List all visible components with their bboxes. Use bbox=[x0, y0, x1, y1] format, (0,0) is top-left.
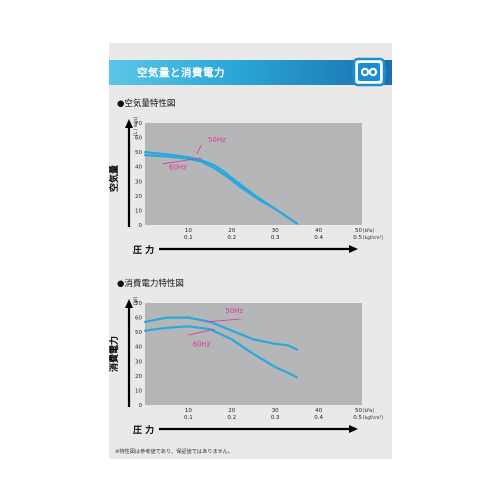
x-tick-label-kpa: 20 bbox=[228, 408, 235, 414]
x-tick-label-kgf: 0.4 bbox=[314, 235, 323, 241]
x-tick-label-kgf: 0.3 bbox=[271, 235, 280, 241]
x-tick-label-kgf: 0.2 bbox=[227, 235, 236, 241]
x-tick-label-kpa: 50 bbox=[355, 228, 362, 234]
y-axis-unit: [L / min] bbox=[133, 117, 139, 136]
y-axis-label: 消費電力 bbox=[109, 336, 120, 372]
series-label-leader bbox=[188, 328, 215, 336]
x-tick-label-kpa: 40 bbox=[315, 228, 322, 234]
y-tick-label: 20 bbox=[135, 374, 142, 380]
y-tick-label: 0 bbox=[139, 403, 143, 409]
x-tick-label-kpa: 30 bbox=[272, 408, 279, 414]
y-tick-label: 60 bbox=[135, 136, 142, 142]
series-label-leader bbox=[205, 318, 241, 323]
y-tick-label: 50 bbox=[135, 150, 142, 156]
x-tick-label-kgf: 0.4 bbox=[314, 415, 323, 421]
y-tick-label: 70 bbox=[135, 301, 142, 307]
power-chart: 消費電力 [W] 0 10 20 30 40 50 60 70 10 20 30 40 50 0.1 0.2 0.… bbox=[109, 289, 392, 439]
x-tick-label-kpa: 10 bbox=[185, 228, 192, 234]
x-tick-label-kpa: 10 bbox=[185, 408, 192, 414]
airflow-chart-title: ●空気量特性図 bbox=[117, 99, 176, 109]
x-axis-label: 圧 力 bbox=[133, 424, 154, 436]
x-axis-unit-kgf: [kgf/cm²] bbox=[363, 235, 383, 241]
blower-logo-icon bbox=[352, 57, 386, 87]
series-label: 60Hz bbox=[193, 341, 211, 349]
series-line-60hz bbox=[143, 154, 298, 225]
y-tick-label: 30 bbox=[135, 179, 142, 185]
y-tick-label: 40 bbox=[135, 165, 142, 171]
series-label-leader bbox=[162, 157, 202, 165]
y-tick-label: 60 bbox=[135, 316, 142, 322]
x-tick-label-kpa: 30 bbox=[272, 228, 279, 234]
x-tick-label-kgf: 0.5 bbox=[353, 415, 362, 421]
y-tick-label: 20 bbox=[135, 194, 142, 200]
x-tick-label-kgf: 0.1 bbox=[184, 235, 193, 241]
x-axis-label-bg bbox=[131, 243, 159, 255]
x-tick-label-kgf: 0.3 bbox=[271, 415, 280, 421]
x-tick-label-kgf: 0.2 bbox=[227, 415, 236, 421]
x-tick-label-kpa: 20 bbox=[228, 228, 235, 234]
plot-area bbox=[145, 123, 362, 225]
x-tick-label-kpa: 50 bbox=[355, 408, 362, 414]
x-tick-label-kpa: 40 bbox=[315, 408, 322, 414]
series-label-leader bbox=[196, 144, 202, 154]
spec-sheet-panel: 空気量と消費電力 ●空気量特性図 空気量 [L / min] 0 10 20 30 40 50… bbox=[109, 43, 392, 459]
y-tick-label: 30 bbox=[135, 359, 142, 365]
series-label: 50Hz bbox=[225, 307, 243, 315]
x-axis-label: 圧 力 bbox=[133, 244, 154, 256]
y-axis-arrow-head bbox=[125, 299, 133, 308]
chart-svg: 消費電力 [W] 0 10 20 30 40 50 60 70 10 20 30 40 50 0.1 0.2 0.… bbox=[109, 297, 383, 436]
y-axis-arrow-head bbox=[125, 119, 133, 128]
series-label: 60Hz bbox=[169, 164, 187, 172]
x-tick-label-kgf: 0.5 bbox=[353, 235, 362, 241]
x-axis-arrow-head bbox=[349, 245, 358, 253]
power-chart-title: ●消費電力特性図 bbox=[117, 279, 184, 289]
chart-svg: 空気量 [L / min] 0 10 20 30 40 50 60 70 10 20 30 40 50 0.1… bbox=[109, 117, 383, 256]
x-axis-unit-kpa: [kPa] bbox=[363, 408, 374, 414]
y-axis-label: 空気量 bbox=[109, 165, 120, 192]
airflow-chart: 空気量 [L / min] 0 10 20 30 40 50 60 70 10 20 30 40 50 0.1… bbox=[109, 109, 392, 259]
y-tick-label: 10 bbox=[135, 388, 142, 394]
series-line-60hz bbox=[143, 325, 298, 379]
y-tick-label: 40 bbox=[135, 345, 142, 351]
x-axis-arrow-head bbox=[349, 425, 358, 433]
y-tick-label: 10 bbox=[135, 208, 142, 214]
y-tick-label: 50 bbox=[135, 330, 142, 336]
x-axis-unit-kgf: [kgf/cm²] bbox=[363, 415, 383, 421]
y-tick-label: 0 bbox=[139, 223, 143, 229]
series-label: 50Hz bbox=[208, 136, 226, 144]
y-tick-label: 70 bbox=[135, 121, 142, 127]
section-header-title: 空気量と消費電力 bbox=[137, 67, 225, 79]
section-header: 空気量と消費電力 bbox=[109, 57, 392, 87]
x-axis-unit-kpa: [kPa] bbox=[363, 228, 374, 234]
x-tick-label-kgf: 0.1 bbox=[184, 415, 193, 421]
series-line-50hz bbox=[143, 316, 298, 351]
x-axis-label-bg bbox=[131, 423, 159, 435]
footnote: ※特性図は参考値であり、保証値ではありません。 bbox=[115, 449, 234, 455]
y-axis-unit: [W] bbox=[133, 297, 139, 305]
